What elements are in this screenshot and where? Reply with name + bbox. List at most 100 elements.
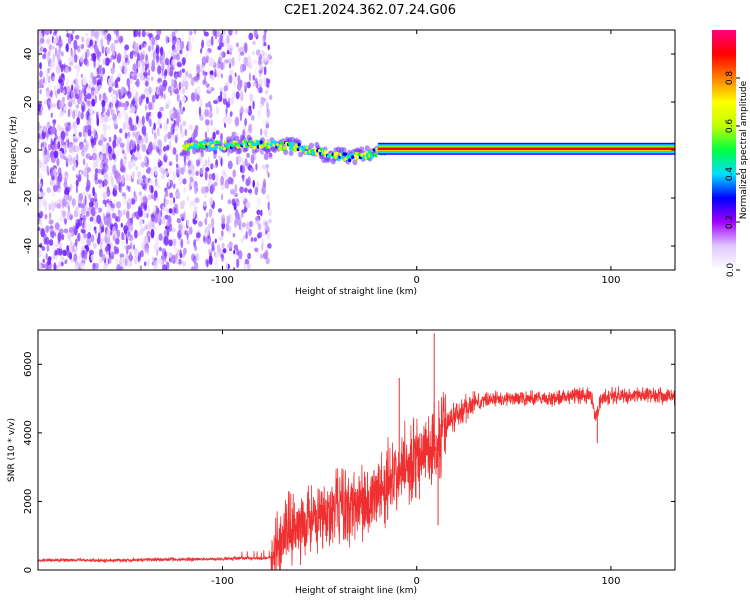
spectrogram-cell	[228, 97, 231, 104]
spectrogram-cell	[168, 140, 172, 150]
spectrogram-cell	[147, 204, 150, 214]
spectrogram-cell	[102, 67, 106, 75]
spectrogram-cell	[142, 196, 147, 203]
spectrogram-cell	[66, 85, 71, 95]
spectrogram-cell	[120, 36, 124, 44]
spectrogram-cell	[164, 150, 168, 158]
spectrogram-cell	[269, 94, 273, 101]
spectrogram-cell	[94, 172, 98, 181]
spectrogram-cell	[189, 145, 193, 149]
spectrogram-cell	[213, 181, 218, 187]
spectrogram-cell	[246, 130, 252, 136]
spectrogram-cell	[64, 131, 69, 137]
spectrogram-cell	[177, 248, 180, 256]
spectrogram-cell	[73, 126, 78, 135]
spectrogram-cell	[60, 255, 65, 261]
spectrogram-cell	[252, 142, 256, 147]
spectrogram-cell	[193, 239, 197, 248]
spectrogram-cell	[175, 191, 181, 198]
spectrogram-cell	[226, 34, 230, 44]
spectrogram-cell	[204, 170, 208, 181]
spectrogram-cell	[57, 202, 60, 209]
spectrogram-cell	[41, 198, 46, 207]
spectrogram-cell	[163, 122, 168, 132]
spectrogram-cell	[188, 124, 193, 131]
spectrogram-cell	[204, 131, 207, 140]
spectrogram-cell	[99, 76, 103, 83]
spectrogram-cell	[93, 90, 96, 96]
spectrogram-cell	[143, 210, 147, 219]
spectrogram-cell	[169, 109, 173, 119]
spectrogram-cell	[165, 134, 168, 142]
spectrogram-cell	[100, 168, 105, 176]
colorbar: 0.0 0.2 0.4 0.6 0.8 Normalized spectral ampl…	[712, 30, 749, 277]
spectrogram-cell	[101, 253, 106, 262]
spectrogram-cell	[179, 49, 183, 55]
spectrogram-cell	[205, 102, 209, 108]
spectrogram-cell	[211, 217, 215, 228]
spectrogram-cell	[110, 163, 113, 169]
spectrogram-cell	[91, 30, 95, 37]
spectrogram-cell	[191, 266, 195, 270]
spectrogram-cell	[39, 219, 43, 226]
spectrogram-cell	[64, 260, 67, 265]
spectrogram-cell	[84, 32, 89, 38]
spectrogram-cell	[238, 250, 243, 260]
spectrogram-cell	[147, 169, 150, 175]
spectrogram-cell	[243, 161, 246, 167]
spectrogram-cell	[154, 40, 158, 45]
spectrogram-cell	[45, 236, 50, 246]
spectrogram-cell	[38, 181, 41, 190]
spectrogram-y-tick-label: -20	[23, 190, 34, 206]
spectrogram-cell	[229, 69, 234, 75]
spectrogram-cell	[182, 178, 187, 185]
spectrogram-cell	[244, 187, 248, 193]
spectrogram-cell	[110, 203, 116, 209]
spectrogram-cell	[56, 49, 61, 60]
spectrogram-cell	[200, 167, 204, 175]
spectrogram-cell	[140, 43, 144, 49]
spectrogram-cell	[258, 59, 262, 66]
spectrogram-cell	[141, 115, 145, 126]
spectrogram-cell	[52, 119, 56, 126]
spectrogram-cell	[177, 108, 183, 114]
spectrogram-cell	[211, 246, 215, 252]
spectrogram-cell	[81, 229, 86, 234]
spectrogram-cell	[55, 243, 59, 248]
spectrogram-cell	[245, 201, 251, 209]
spectrogram-cell	[151, 127, 154, 135]
spectrogram-cell	[49, 225, 54, 230]
spectrogram-cell	[57, 172, 63, 183]
spectrogram-cell	[57, 232, 62, 242]
spectrogram-cell	[128, 116, 132, 127]
spectrogram-cell	[56, 82, 59, 90]
spectrogram-cell	[370, 155, 374, 159]
spectrogram-cell	[237, 155, 242, 165]
spectrogram-cell	[220, 132, 223, 142]
spectrogram-cell	[88, 249, 94, 256]
spectrogram-cell	[196, 159, 200, 167]
spectrogram-cell	[118, 210, 123, 218]
spectrogram-cell	[115, 237, 120, 245]
spectrogram-cell	[75, 153, 79, 161]
spectrogram-cell	[169, 192, 174, 199]
spectrogram-cell	[111, 212, 117, 219]
spectrogram-cell	[67, 34, 72, 45]
spectrogram-cell	[202, 70, 205, 76]
spectrogram-cell	[227, 116, 232, 125]
spectrogram-cell	[266, 169, 269, 174]
spectrogram-cell	[81, 262, 86, 270]
spectrogram-cell	[252, 81, 257, 87]
spectrogram-cell	[170, 85, 175, 92]
spectrogram-cell	[60, 84, 64, 94]
spectrogram-cell	[84, 244, 89, 250]
spectrogram-cell	[90, 90, 95, 97]
spectrogram-cell	[123, 233, 126, 240]
spectrogram-cell	[298, 151, 304, 158]
spectrogram-cell	[225, 222, 230, 232]
spectrogram-cell	[180, 167, 185, 175]
spectrogram-cell	[163, 235, 169, 246]
spectrogram-cell	[105, 245, 110, 255]
spectrogram-cell	[77, 136, 81, 142]
spectrogram-cell	[52, 53, 56, 63]
